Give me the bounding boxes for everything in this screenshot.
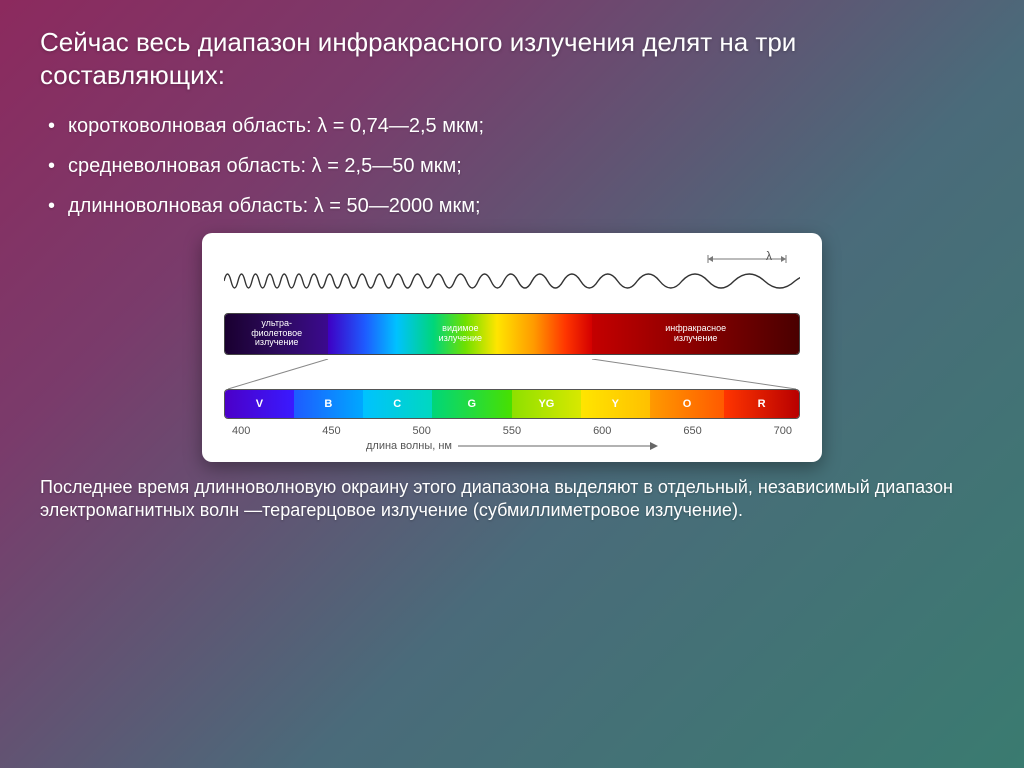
expanded-seg-c: C — [363, 390, 432, 418]
lambda-symbol: λ — [766, 249, 772, 263]
expanded-seg-o: O — [650, 390, 725, 418]
segment-uv: ультра-фиолетовоеизлучение — [225, 314, 328, 354]
wave-row: λ — [224, 251, 800, 307]
expanded-seg-r: R — [724, 390, 799, 418]
bullet-item: средневолновая область: λ = 2,5—50 мкм; — [46, 153, 984, 179]
axis-label-row: длина волны, нм — [224, 440, 800, 452]
axis-tick: 500 — [413, 425, 431, 437]
axis-label: длина волны, нм — [366, 440, 452, 452]
axis-tick: 450 — [322, 425, 340, 437]
axis-tick: 650 — [683, 425, 701, 437]
bullet-list: коротковолновая область: λ = 0,74—2,5 мк… — [46, 113, 984, 219]
bullet-item: длинноволновая область: λ = 50—2000 мкм; — [46, 193, 984, 219]
bullet-item: коротковолновая область: λ = 0,74—2,5 мк… — [46, 113, 984, 139]
axis-tick: 600 — [593, 425, 611, 437]
segment-uv-label: ультра-фиолетовоеизлучение — [251, 319, 302, 347]
axis-tick: 550 — [503, 425, 521, 437]
arrow-right-icon — [458, 441, 658, 451]
expanded-seg-y: Y — [581, 390, 650, 418]
segment-visible-label: видимоеизлучение — [439, 324, 483, 343]
footer-note: Последнее время длинноволновую окраину э… — [40, 476, 984, 522]
expanded-seg-g: G — [432, 390, 512, 418]
axis-tick: 700 — [774, 425, 792, 437]
expanded-seg-yg: YG — [512, 390, 581, 418]
lambda-bracket — [702, 253, 792, 265]
slide-title: Сейчас весь диапазон инфракрасного излуч… — [40, 26, 984, 93]
segment-visible: видимоеизлучение — [328, 314, 592, 354]
segment-ir: инфракрасноеизлучение — [592, 314, 799, 354]
diagram-container: λ ультра-фиолетовоеизлучение видимоеизлу… — [40, 233, 984, 462]
axis-tick: 400 — [232, 425, 250, 437]
spectrum-bar-top: ультра-фиолетовоеизлучение видимоеизлуче… — [224, 313, 800, 355]
projection-lines — [224, 359, 800, 389]
axis-ticks: 400 450 500 550 600 650 700 — [224, 425, 800, 437]
expanded-seg-v: V — [225, 390, 294, 418]
expanded-spectrum-bar: VBCGYGYOR — [224, 389, 800, 419]
spectrum-diagram: λ ультра-фиолетовоеизлучение видимоеизлу… — [202, 233, 822, 462]
expanded-seg-b: B — [294, 390, 363, 418]
segment-ir-label: инфракрасноеизлучение — [665, 324, 726, 343]
